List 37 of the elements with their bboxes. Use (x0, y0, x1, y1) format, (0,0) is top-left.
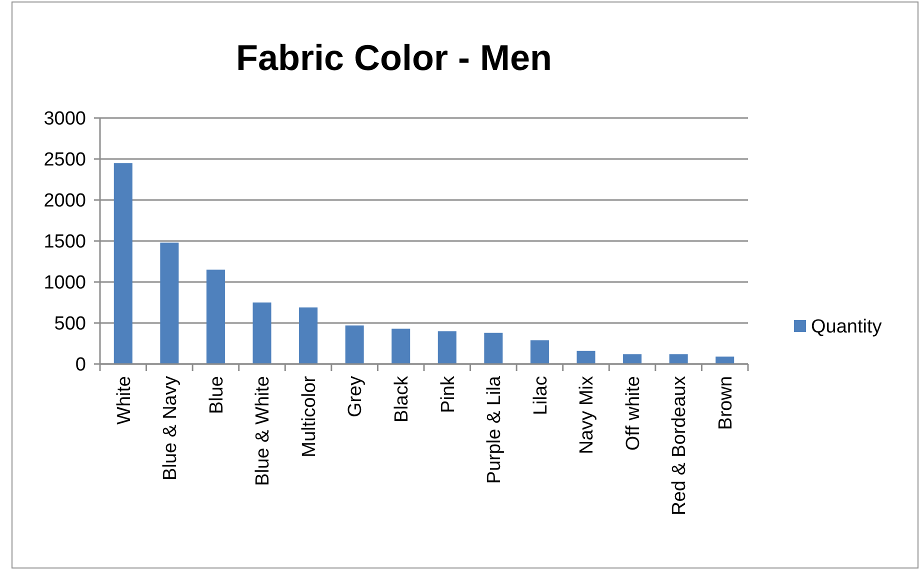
x-tick-label: Blue (206, 376, 228, 414)
x-tick-label: Multicolor (298, 375, 320, 458)
y-tick-label: 0 (75, 354, 86, 376)
bar (206, 270, 225, 364)
bar (623, 354, 642, 364)
x-tick-label: Blue & White (252, 376, 274, 486)
y-tick-label: 2000 (44, 190, 86, 212)
x-tick-label: White (114, 376, 135, 425)
bar (669, 354, 688, 364)
chart-title: Fabric Color - Men (236, 37, 552, 78)
y-tick-label: 1000 (44, 272, 86, 294)
bar (345, 325, 364, 364)
y-tick-label: 1500 (44, 232, 86, 253)
bar (438, 331, 456, 364)
y-tick-label: 2500 (44, 150, 86, 171)
x-tick-label: Off white (622, 376, 644, 451)
y-tick-label: 3000 (44, 108, 86, 130)
y-tick-label: 500 (54, 314, 86, 335)
x-tick-label: Red & Bordeaux (669, 376, 690, 516)
x-tick-label: Purple & Lila (484, 376, 506, 484)
x-tick-label: Grey (345, 376, 366, 418)
legend-label: Quantity (811, 316, 882, 338)
x-tick-label: Brown (716, 376, 737, 430)
x-tick-label: Navy Mix (576, 376, 598, 454)
x-tick-label: Lilac (530, 376, 552, 416)
bar (576, 350, 596, 364)
bar (716, 356, 734, 364)
bar (530, 340, 549, 364)
bar (392, 328, 410, 364)
bar (160, 242, 179, 364)
bar (299, 307, 318, 364)
bar (484, 332, 503, 364)
bar (114, 163, 132, 364)
x-tick-label: Blue & Navy (160, 376, 182, 481)
x-tick-label: Black (392, 376, 413, 422)
x-tick-label: Pink (438, 376, 459, 413)
bar (252, 302, 272, 364)
